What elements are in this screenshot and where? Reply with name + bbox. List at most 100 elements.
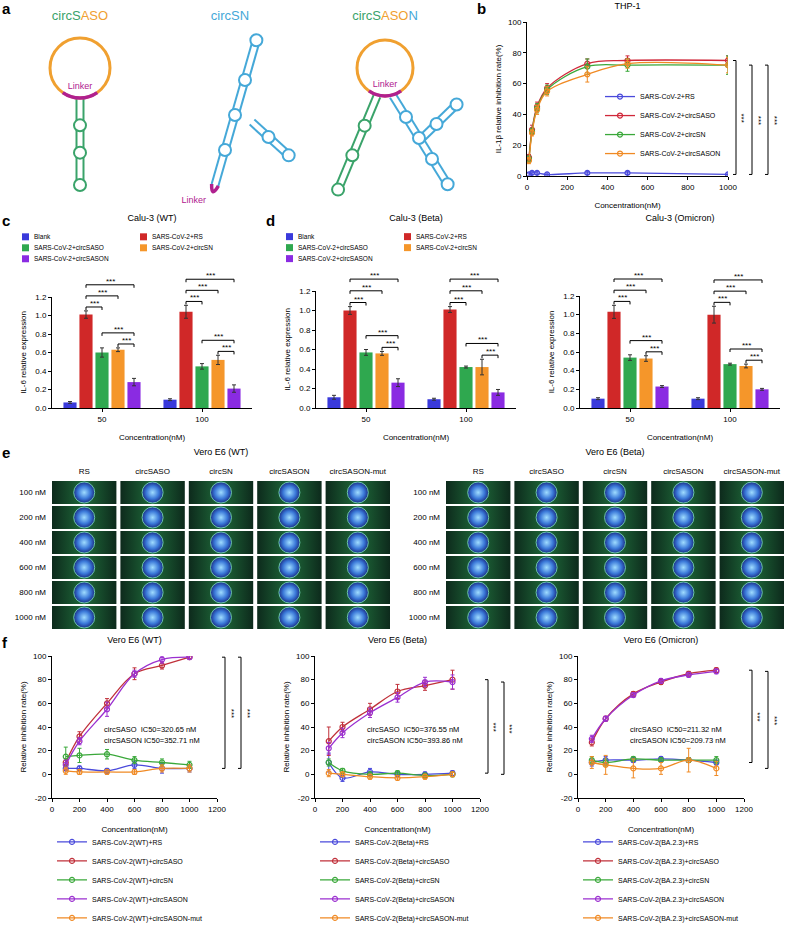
svg-text:0: 0: [50, 805, 55, 814]
svg-text:1000 nM: 1000 nM: [409, 613, 440, 622]
svg-text:circSASON IC50=393.86 nM: circSASON IC50=393.86 nM: [367, 736, 463, 745]
svg-text:0.4: 0.4: [299, 365, 311, 374]
svg-text:SARS-CoV-2(BA.2.3)+circSASO: SARS-CoV-2(BA.2.3)+circSASO: [618, 858, 720, 866]
svg-text:80: 80: [37, 675, 46, 684]
svg-text:100: 100: [508, 18, 522, 27]
svg-text:0.6: 0.6: [35, 348, 47, 357]
svg-text:SARS-CoV-2(BA.2.3)+circSN: SARS-CoV-2(BA.2.3)+circSN: [618, 877, 709, 885]
svg-text:***: ***: [486, 347, 495, 356]
svg-text:***: ***: [206, 271, 215, 280]
svg-text:circSASON: circSASON: [663, 467, 704, 476]
svg-text:50: 50: [626, 415, 635, 424]
svg-text:SARS-CoV-2+circSASO: SARS-CoV-2+circSASO: [298, 244, 368, 251]
svg-text:SARS-CoV-2+circSASON: SARS-CoV-2+circSASON: [640, 150, 720, 157]
svg-text:SARS-CoV-2+circSN: SARS-CoV-2+circSN: [416, 244, 477, 251]
svg-text:0.8: 0.8: [299, 326, 311, 335]
svg-text:600 nM: 600 nM: [413, 563, 440, 572]
svg-text:50: 50: [98, 415, 107, 424]
svg-text:1000: 1000: [181, 805, 199, 814]
svg-text:0.6: 0.6: [563, 348, 575, 357]
svg-text:***: ***: [106, 277, 115, 286]
svg-text:0.8: 0.8: [563, 329, 575, 338]
svg-text:1.0: 1.0: [563, 310, 575, 319]
svg-text:THP-1: THP-1: [614, 1, 640, 11]
svg-text:400: 400: [100, 805, 114, 814]
svg-text:50: 50: [362, 415, 371, 424]
svg-text:SARS-CoV-2+circSASO: SARS-CoV-2+circSASO: [34, 244, 104, 251]
svg-text:SARS-CoV-2+RS: SARS-CoV-2+RS: [640, 93, 695, 100]
svg-text:1.2: 1.2: [299, 287, 311, 296]
svg-text:100 nM: 100 nM: [19, 488, 46, 497]
svg-text:60: 60: [300, 699, 309, 708]
svg-text:400: 400: [601, 183, 615, 192]
svg-text:40: 40: [563, 723, 572, 732]
svg-text:SARS-CoV-2+RS: SARS-CoV-2+RS: [152, 233, 203, 240]
svg-text:Concentration(nM): Concentration(nM): [364, 825, 431, 834]
svg-text:Relative inhibition rate(%): Relative inhibition rate(%): [282, 681, 291, 772]
svg-text:***: ***: [362, 283, 371, 292]
svg-text:Concentration(nM): Concentration(nM): [119, 433, 186, 442]
svg-text:circSASON: circSASON: [269, 467, 310, 476]
svg-text:***: ***: [190, 293, 199, 302]
svg-text:***: ***: [214, 332, 223, 341]
svg-text:200: 200: [599, 805, 613, 814]
svg-text:40: 40: [300, 723, 309, 732]
svg-text:***: ***: [734, 272, 743, 281]
svg-text:600: 600: [391, 805, 405, 814]
svg-text:circSASON: circSASON: [352, 8, 418, 23]
svg-text:***: ***: [770, 116, 779, 125]
svg-text:***: ***: [454, 295, 463, 304]
svg-text:SARS-CoV-2+circSN: SARS-CoV-2+circSN: [640, 131, 706, 138]
svg-text:Concentration(nM): Concentration(nM): [101, 825, 168, 834]
svg-text:Calu-3 (Omicron): Calu-3 (Omicron): [645, 213, 714, 223]
svg-text:0: 0: [42, 770, 47, 779]
svg-text:***: ***: [114, 325, 123, 334]
svg-text:SARS-CoV-2(Beta)+circSASO: SARS-CoV-2(Beta)+circSASO: [355, 858, 450, 866]
svg-text:circSASO IC50=211.32 nM: circSASO IC50=211.32 nM: [630, 725, 722, 734]
svg-text:***: ***: [770, 716, 779, 725]
svg-text:0.2: 0.2: [299, 384, 311, 393]
svg-text:20: 20: [512, 141, 521, 150]
svg-text:0.2: 0.2: [563, 385, 575, 394]
svg-text:RS: RS: [473, 467, 484, 476]
svg-text:IL-6 relative expression: IL-6 relative expression: [19, 311, 28, 394]
svg-text:SARS-CoV-2(Beta)+circSASON-mut: SARS-CoV-2(Beta)+circSASON-mut: [355, 915, 468, 923]
svg-text:circSN: circSN: [603, 467, 627, 476]
svg-text:80: 80: [300, 675, 309, 684]
svg-text:circSASON IC50=209.73 nM: circSASON IC50=209.73 nM: [630, 736, 726, 745]
svg-text:80: 80: [563, 675, 572, 684]
svg-text:60: 60: [563, 699, 572, 708]
svg-text:***: ***: [742, 341, 751, 350]
svg-text:80: 80: [512, 49, 521, 58]
svg-text:20: 20: [563, 746, 572, 755]
svg-text:Concentration(nM): Concentration(nM): [628, 825, 695, 834]
svg-text:1.0: 1.0: [299, 306, 311, 315]
svg-text:100: 100: [296, 652, 310, 661]
svg-text:-20: -20: [561, 794, 573, 803]
svg-text:***: ***: [222, 343, 231, 352]
svg-text:SARS-CoV-2(WT)+circSASON: SARS-CoV-2(WT)+circSASON: [92, 896, 188, 904]
svg-text:100: 100: [459, 415, 473, 424]
svg-text:***: ***: [753, 712, 762, 721]
svg-text:circSASON-mut: circSASON-mut: [330, 467, 387, 476]
svg-text:0.4: 0.4: [35, 367, 47, 376]
svg-text:***: ***: [750, 352, 759, 361]
svg-text:***: ***: [718, 294, 727, 303]
svg-text:0.0: 0.0: [299, 404, 311, 413]
svg-text:-20: -20: [298, 794, 310, 803]
svg-text:200: 200: [561, 183, 575, 192]
svg-text:1200: 1200: [471, 805, 489, 814]
svg-text:100: 100: [723, 415, 737, 424]
svg-text:circSASON IC50=352.71 nM: circSASON IC50=352.71 nM: [104, 736, 200, 745]
svg-text:Linker: Linker: [181, 195, 206, 205]
svg-text:800: 800: [155, 805, 169, 814]
svg-text:Concentration(nM): Concentration(nM): [383, 433, 450, 442]
svg-text:40: 40: [512, 110, 521, 119]
svg-text:600: 600: [654, 805, 668, 814]
svg-text:SARS-CoV-2+circSASO: SARS-CoV-2+circSASO: [640, 112, 716, 119]
svg-text:circSASO IC50=376.55 nM: circSASO IC50=376.55 nM: [367, 725, 459, 734]
svg-text:Relative inhibition rate(%): Relative inhibition rate(%): [19, 681, 28, 772]
svg-text:600: 600: [641, 183, 655, 192]
svg-text:SARS-CoV-2+circSASON: SARS-CoV-2+circSASON: [298, 255, 373, 262]
svg-text:1.2: 1.2: [35, 293, 47, 302]
